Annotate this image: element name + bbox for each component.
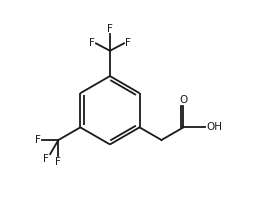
Text: O: O <box>179 95 188 105</box>
Text: F: F <box>43 154 49 164</box>
Text: F: F <box>35 135 41 145</box>
Text: F: F <box>125 38 131 48</box>
Text: F: F <box>55 157 61 167</box>
Text: F: F <box>107 24 113 34</box>
Text: F: F <box>89 38 95 48</box>
Text: OH: OH <box>206 122 222 132</box>
